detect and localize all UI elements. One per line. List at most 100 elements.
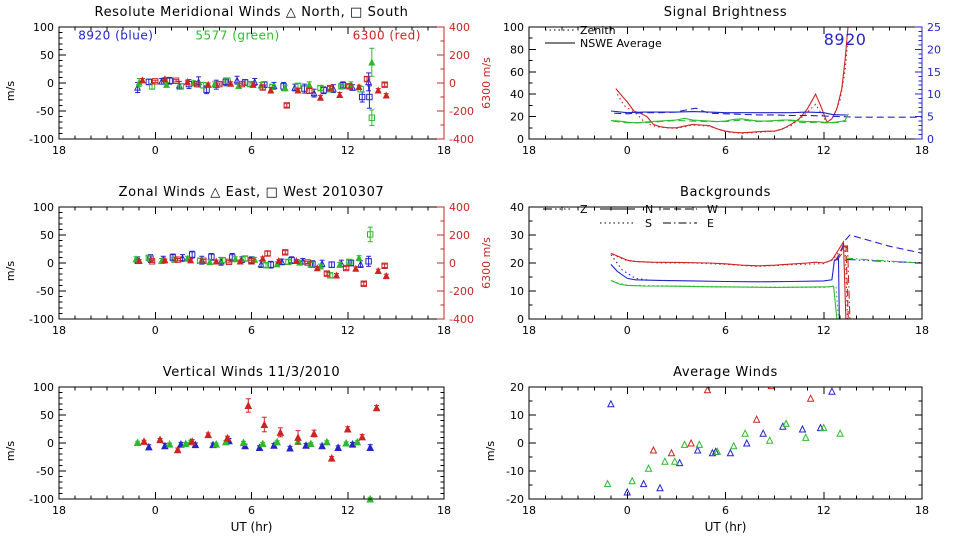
y-tick-label: -20 <box>506 493 524 506</box>
panel-title: Resolute Meridional Winds △ North, □ Sou… <box>95 5 409 20</box>
y-tick-label: 100 <box>33 21 54 34</box>
panel-zonal-winds: 18 0 6 12 18 -100 -50 0 50 100 -400 -200 0 200 400 6300… <box>0 180 500 360</box>
series-6300-north-south <box>138 75 390 109</box>
y-tick-label: 10 <box>510 409 524 422</box>
series-6300-vertical <box>140 398 381 462</box>
series-8920-vertical <box>145 436 375 452</box>
x-tick-label: 6 <box>722 504 729 517</box>
panel-backgrounds: 18 0 6 12 18 0 10 20 30 40 Backgrounds Z N W S E <box>480 180 960 360</box>
x-tick-label: 12 <box>817 144 831 157</box>
series-5577-zenith <box>612 119 847 124</box>
zonal-winds-plot: 18 0 6 12 18-100-50050100-400-20002004006300… <box>4 185 493 337</box>
panel-meridional-winds: 18 0 6 12 18 -100 -50 0 50 100 -400 -200 0 200 400 6300… <box>0 0 500 180</box>
right-tick-label: 10 <box>927 88 941 101</box>
x-tick-label: 18 <box>522 504 536 517</box>
right-tick-label: 15 <box>927 66 941 79</box>
series-8920-bg-z <box>610 254 647 281</box>
annotation-8920: 8920 <box>824 30 867 49</box>
y-tick-label: 50 <box>40 49 54 62</box>
legend-label-W: W <box>707 203 718 216</box>
axes-frame <box>528 206 923 320</box>
right-axis-label: 6300 m/s <box>480 57 493 109</box>
x-tick-label: 0 <box>624 144 631 157</box>
signal-brightness-series <box>610 26 922 134</box>
legend-label-NSWE Average: NSWE Average <box>580 37 662 50</box>
y-tick-label: 0 <box>517 133 524 146</box>
y-tick-label: 0 <box>47 77 54 90</box>
right-tick-label: -200 <box>449 285 474 298</box>
x-tick-label: 18 <box>437 144 451 157</box>
x-tick-label: 6 <box>722 324 729 337</box>
y-tick-label: 50 <box>40 409 54 422</box>
meridional-winds-plot: 18 0 6 12 18-100-50050100-400-20002004006300… <box>4 5 493 157</box>
x-tick-label: 0 <box>624 324 631 337</box>
series-6300-east-west <box>135 249 390 287</box>
right-tick-label: 0 <box>449 257 456 270</box>
right-tick-label: 0 <box>449 77 456 90</box>
y-tick-label: -10 <box>506 465 524 478</box>
zonal-winds-series <box>132 226 390 287</box>
right-axis <box>915 26 923 140</box>
y-tick-label: 0 <box>47 437 54 450</box>
axes-frame <box>528 386 923 500</box>
y-axis-label: m/s <box>4 441 17 461</box>
x-tick-label: 0 <box>152 144 159 157</box>
series-8920-bg-w <box>836 234 922 261</box>
panel-vertical-winds: 18 0 6 12 18 -100 -50 0 50 100 Vertical Winds 11/3… <box>0 360 500 540</box>
y-tick-label: 20 <box>510 257 524 270</box>
y-tick-label: 0 <box>517 437 524 450</box>
right-tick-label: 0 <box>927 133 934 146</box>
x-tick-label: 6 <box>248 324 255 337</box>
y-tick-label: 100 <box>33 201 54 214</box>
legend-label-Z: Z <box>580 203 588 216</box>
right-tick-label: 400 <box>449 201 470 214</box>
series-8920-north-south <box>134 72 373 109</box>
y-tick-label: 40 <box>510 201 524 214</box>
x-tick-label: 18 <box>437 324 451 337</box>
series-8920-nswe-average <box>610 110 847 116</box>
y-tick-label: 100 <box>33 381 54 394</box>
right-tick-label: 5 <box>927 111 934 124</box>
y-tick-label: 20 <box>510 111 524 124</box>
y-axis-label: m/s <box>4 261 17 281</box>
y-tick-label: -50 <box>36 285 54 298</box>
x-tick-label: 18 <box>915 504 929 517</box>
series-6300-bg-s <box>612 243 849 320</box>
x-tick-label: 18 <box>522 324 536 337</box>
right-tick-label: -400 <box>449 313 474 326</box>
y-tick-label: 20 <box>510 381 524 394</box>
right-tick-label: 25 <box>927 21 941 34</box>
legend-label-E: E <box>707 217 714 230</box>
x-tick-label: 6 <box>248 144 255 157</box>
y-tick-label: 100 <box>503 21 524 34</box>
right-axis <box>437 26 445 140</box>
x-tick-label: 12 <box>817 324 831 337</box>
x-tick-label: 18 <box>915 324 929 337</box>
panel-average-winds: 18 0 6 12 18 -20 -10 0 10 20 Average Winds m/s UT (h… <box>480 360 960 540</box>
x-tick-label: 12 <box>341 504 355 517</box>
legend: Z N W S E <box>543 203 718 230</box>
y-tick-label: -50 <box>36 105 54 118</box>
y-axis-label: m/s <box>484 441 497 461</box>
annotation-5577-green-: 5577 (green) <box>195 28 279 42</box>
backgrounds-series <box>610 234 922 320</box>
y-tick-label: -100 <box>29 313 54 326</box>
x-tick-label: 6 <box>722 144 729 157</box>
x-tick-label: 18 <box>52 504 66 517</box>
right-tick-label: 200 <box>449 229 470 242</box>
panel-title: Signal Brightness <box>664 5 788 20</box>
x-tick-label: 18 <box>52 324 66 337</box>
x-tick-label: 12 <box>341 144 355 157</box>
x-axis-label: UT (hr) <box>705 520 747 534</box>
series-8920-zenith <box>614 107 922 118</box>
axes-frame <box>58 386 445 500</box>
series-5577-east-west <box>132 226 374 279</box>
y-tick-label: 0 <box>517 313 524 326</box>
right-tick-label: 400 <box>449 21 470 34</box>
series-5577-bg-s <box>612 280 840 320</box>
y-tick-label: 10 <box>510 285 524 298</box>
x-tick-label: 6 <box>248 504 255 517</box>
